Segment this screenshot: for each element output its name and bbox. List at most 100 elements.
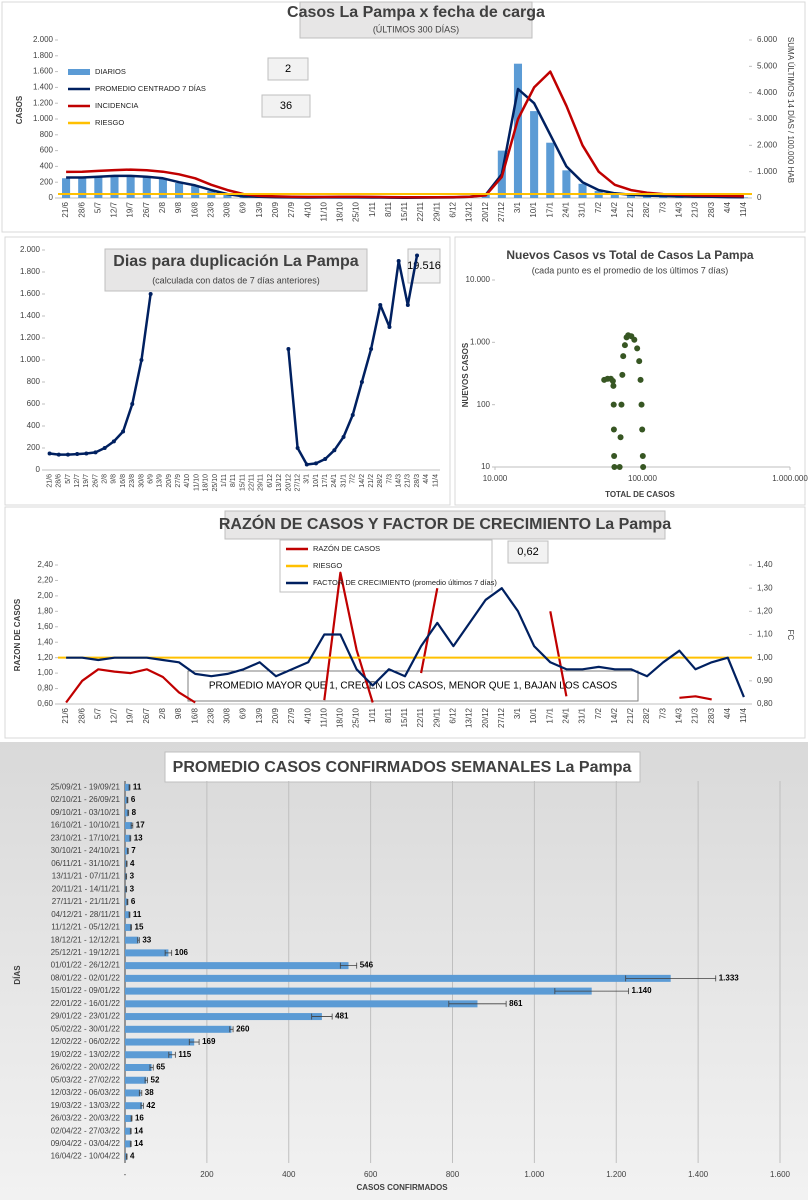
x-tick-label: 28/6 xyxy=(56,474,63,488)
x-tick-label: 28/3 xyxy=(707,201,716,217)
yticks-label: 0,60 xyxy=(37,699,53,708)
legend-label: DIARIOS xyxy=(95,67,126,76)
x-tick-label: 24/1 xyxy=(331,474,338,488)
x-tick-label: 17/1 xyxy=(322,474,329,488)
data-label: 861 xyxy=(509,999,523,1008)
x-tick-label: 16/8 xyxy=(120,474,127,488)
x-tick-label: 27/12 xyxy=(497,201,506,222)
bar xyxy=(578,183,587,198)
x-tick-label: 20/9 xyxy=(271,707,280,723)
bar xyxy=(125,911,130,919)
x-tick-label: 15/11 xyxy=(239,474,246,491)
yticks-label: 1.600 xyxy=(33,67,54,76)
x-tick-label: 10/1 xyxy=(529,707,538,723)
bar xyxy=(125,1102,143,1110)
point xyxy=(121,429,126,434)
y-tick-label: 100 xyxy=(477,400,491,409)
yticks-label: 400 xyxy=(27,421,41,430)
y2ticks-label: 1,10 xyxy=(757,630,773,639)
point xyxy=(323,457,328,461)
chart-title: PROMEDIO CASOS CONFIRMADOS SEMANALES La … xyxy=(173,759,632,776)
yticks-label: 1.600 xyxy=(20,289,41,298)
point xyxy=(378,303,383,307)
series-line xyxy=(679,695,712,701)
yticks-label: 1.200 xyxy=(33,98,54,107)
bar xyxy=(125,834,131,842)
point xyxy=(619,371,626,378)
y-axis-label: NUEVOS CASOS xyxy=(461,342,470,407)
x-tick-label: 29/11 xyxy=(258,474,265,491)
point xyxy=(332,448,337,453)
y-tick-label: 02/04/22 - 27/03/22 xyxy=(51,1126,121,1135)
bar xyxy=(125,1140,131,1148)
x-tick-label: 29/11 xyxy=(432,707,441,727)
y-tick-label: 15/01/22 - 09/01/22 xyxy=(51,986,121,995)
data-label: 52 xyxy=(151,1075,160,1084)
x-tick-label: 1.400 xyxy=(688,1170,709,1179)
x-tick-label: 7/3 xyxy=(386,474,393,484)
y2ticks-label: 6.000 xyxy=(757,35,778,44)
yticks-label: 800 xyxy=(40,130,54,139)
x-tick-label: 6/9 xyxy=(147,474,154,484)
x-tick-label: 16/8 xyxy=(190,707,199,723)
x-tick-label: 31/1 xyxy=(578,201,587,217)
x-tick-label: 17/1 xyxy=(545,707,554,723)
chart-title: Dias para duplicación La Pampa xyxy=(113,253,359,270)
point xyxy=(47,451,52,456)
x-tick-label: 11/4 xyxy=(739,707,748,723)
x-tick-label: 14/3 xyxy=(674,201,683,217)
x-tick-label: 22/11 xyxy=(249,474,256,491)
point xyxy=(631,336,638,343)
y-tick-label: 16/10/21 - 10/10/21 xyxy=(51,821,121,830)
y-tick-label: 12/03/22 - 06/03/22 xyxy=(51,1088,121,1097)
x-tick-label: 20/12 xyxy=(481,707,490,728)
x-tick-label: 12/7 xyxy=(110,707,119,723)
data-label: 65 xyxy=(156,1063,165,1072)
x-tick-label: 1.200 xyxy=(606,1170,627,1179)
x-tick-label: 30/8 xyxy=(223,707,232,723)
x-tick-label: 23/8 xyxy=(206,201,215,217)
data-label: 1.140 xyxy=(632,986,653,995)
panel xyxy=(0,742,808,1200)
bar xyxy=(62,178,71,198)
legend-label: RAZÓN DE CASOS xyxy=(313,544,380,553)
x-tick-label: 20/12 xyxy=(481,201,490,222)
y2ticks-label: 1.000 xyxy=(757,167,778,176)
yticks-label: 2,20 xyxy=(37,576,53,585)
annotation: 36 xyxy=(280,100,292,112)
title-box xyxy=(164,751,641,783)
value-box xyxy=(261,94,311,118)
data-label: 14 xyxy=(134,1139,143,1148)
x-tick-label: 11/10 xyxy=(319,201,328,221)
x-tick-label: 5/7 xyxy=(65,474,72,484)
x-tick-label: 25/10 xyxy=(352,201,361,222)
point xyxy=(405,303,410,307)
y2ticks-label: 1,00 xyxy=(757,653,773,662)
x-tick-label: 13/9 xyxy=(255,707,264,723)
y-tick-label: 20/11/21 - 14/11/21 xyxy=(52,884,121,893)
bar xyxy=(125,809,129,817)
x-tick-label: 100.000 xyxy=(628,474,657,483)
y-tick-label: 10 xyxy=(481,462,490,471)
x-axis-label: TOTAL DE CASOS xyxy=(605,490,675,499)
data-label: 38 xyxy=(145,1088,154,1097)
x-tick-label: 25/10 xyxy=(212,474,219,492)
x-tick-label: 14/3 xyxy=(674,707,683,723)
x-tick-label: 1.000 xyxy=(524,1170,545,1179)
x-tick-label: 3/1 xyxy=(304,474,311,484)
y-tick-label: 09/10/21 - 03/10/21 xyxy=(51,808,121,817)
data-label: 17 xyxy=(136,821,145,830)
x-tick-label: 800 xyxy=(446,1170,460,1179)
bar xyxy=(125,847,128,855)
x-tick-label: 14/2 xyxy=(610,201,619,217)
x-tick-label: 2/8 xyxy=(158,707,167,719)
point xyxy=(304,462,309,467)
x-tick-label: 26/7 xyxy=(142,707,151,723)
bar xyxy=(223,194,232,198)
x-tick-label: 23/8 xyxy=(129,474,136,488)
point xyxy=(636,358,643,365)
bar xyxy=(125,783,130,791)
x-tick-label: 28/2 xyxy=(642,707,651,723)
x-tick-label: 18/10 xyxy=(336,707,345,728)
